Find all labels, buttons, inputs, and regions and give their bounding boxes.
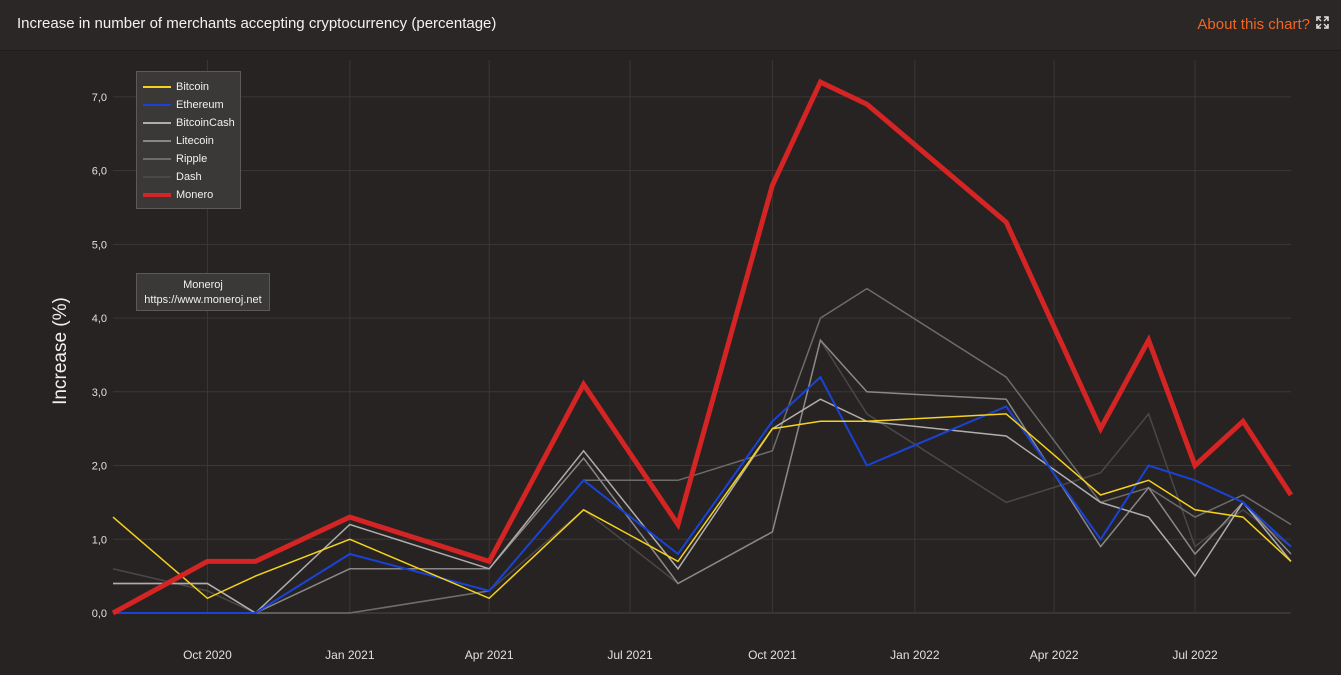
legend-swatch: [143, 193, 171, 197]
y-axis-label: Increase (%): [50, 297, 71, 405]
legend-item-ripple[interactable]: Ripple: [143, 152, 207, 166]
chart-title: Increase in number of merchants acceptin…: [17, 15, 497, 32]
y-tick-label: 1,0: [92, 534, 107, 546]
y-tick-label: 5,0: [92, 239, 107, 251]
legend-item-ethereum[interactable]: Ethereum: [143, 98, 224, 112]
x-tick-label: Jan 2022: [890, 648, 940, 662]
series-line-bitcoin: [112, 413, 1292, 600]
legend-item-monero[interactable]: Monero: [143, 188, 213, 202]
x-tick-label: Apr 2022: [1030, 648, 1079, 662]
x-tick-label: Apr 2021: [465, 648, 514, 662]
credit-name: Moneroj: [183, 279, 223, 291]
y-tick-label: 4,0: [92, 313, 107, 325]
series-line-monero: [111, 78, 1294, 616]
legend-label: Ethereum: [176, 99, 224, 111]
legend-swatch: [143, 122, 171, 124]
y-tick-label: 3,0: [92, 387, 107, 399]
x-tick-label: Oct 2021: [748, 648, 797, 662]
x-tick-label: Jan 2021: [325, 648, 375, 662]
legend-swatch: [143, 158, 171, 160]
series-line-dash: [112, 338, 1292, 614]
chart-grid: [113, 60, 1291, 614]
legend-item-bitcoincash[interactable]: BitcoinCash: [143, 116, 235, 130]
y-axis-ticks: 0,0 1,0 2,0 3,0 4,0 5,0 6,0 7,0: [92, 92, 107, 620]
series-line-litecoin: [113, 338, 1292, 614]
legend-label: Litecoin: [176, 135, 214, 147]
about-chart-link[interactable]: About this chart?: [1197, 16, 1310, 33]
legend-swatch: [143, 140, 171, 142]
chart-legend: Bitcoin Ethereum BitcoinCash Litecoin Ripple…: [136, 71, 241, 209]
legend-label: Dash: [176, 171, 202, 183]
legend-swatch: [143, 176, 171, 178]
x-tick-label: Jul 2021: [607, 648, 653, 662]
legend-item-litecoin[interactable]: Litecoin: [143, 134, 214, 148]
legend-label: Monero: [176, 189, 214, 201]
series-line-ethereum: [113, 375, 1292, 614]
legend-swatch: [143, 86, 171, 88]
chart-header: Increase in number of merchants acceptin…: [0, 0, 1341, 51]
chart-series: [111, 78, 1294, 616]
legend-label: Ripple: [176, 153, 208, 165]
x-tick-label: Jul 2022: [1172, 648, 1218, 662]
expand-icon[interactable]: [1316, 16, 1329, 29]
legend-swatch: [143, 104, 171, 106]
x-tick-label: Oct 2020: [183, 648, 232, 662]
y-tick-label: 0,0: [92, 608, 107, 620]
series-line-ripple: [113, 287, 1292, 614]
y-tick-label: 7,0: [92, 92, 107, 104]
legend-label: Bitcoin: [176, 81, 210, 93]
legend-label: BitcoinCash: [176, 117, 235, 129]
y-tick-label: 6,0: [92, 166, 107, 178]
series-line-bitcoincash: [113, 398, 1292, 614]
credit-box: Moneroj https://www.moneroj.net: [136, 273, 270, 311]
x-axis-ticks: Oct 2020 Jan 2021 Apr 2021 Jul 2021 Oct 2021…: [183, 648, 1218, 662]
legend-item-dash[interactable]: Dash: [143, 170, 202, 184]
credit-url: https://www.moneroj.net: [144, 294, 262, 306]
y-tick-label: 2,0: [92, 461, 107, 473]
legend-item-bitcoin[interactable]: Bitcoin: [143, 80, 209, 94]
